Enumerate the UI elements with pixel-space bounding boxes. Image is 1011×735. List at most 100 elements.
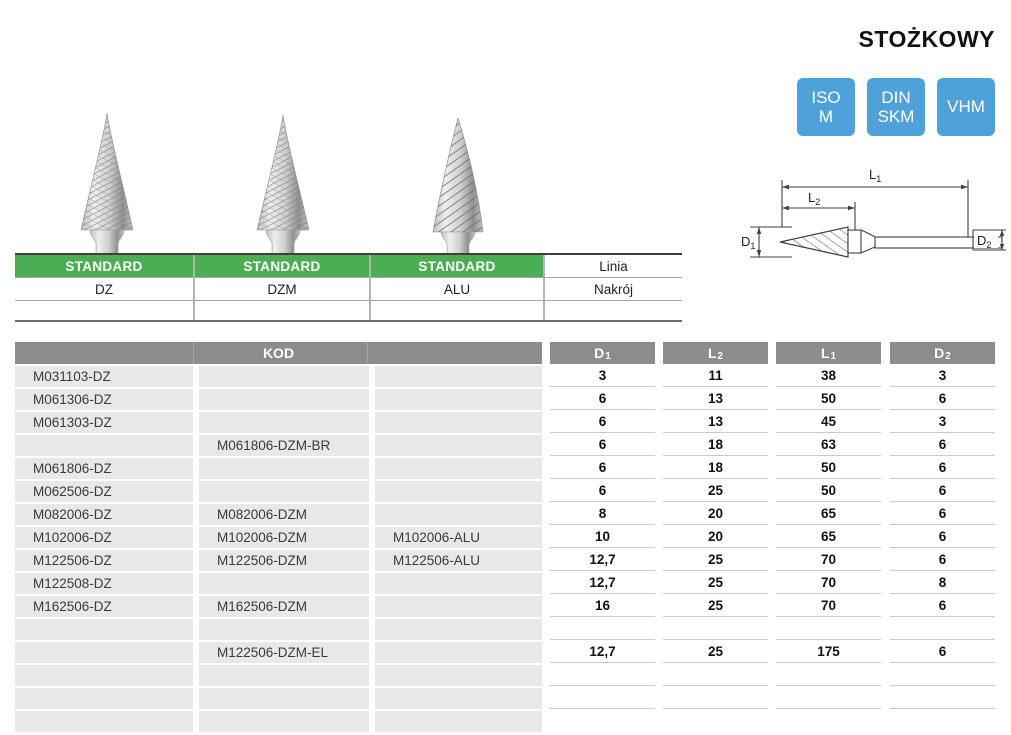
burr-photo-dz bbox=[80, 112, 134, 255]
value-cell bbox=[663, 665, 768, 686]
value-cell: 6 bbox=[890, 504, 995, 525]
value-cell bbox=[663, 619, 768, 640]
standard-header: STANDARD bbox=[371, 255, 545, 277]
value-cell: 16 bbox=[550, 596, 655, 617]
value-cell: 6 bbox=[550, 481, 655, 502]
value-cell bbox=[663, 688, 768, 709]
code-cell bbox=[199, 412, 369, 433]
value-cell: 25 bbox=[663, 573, 768, 594]
code-cell: M082006-DZM bbox=[199, 504, 369, 525]
badge-line: DIN bbox=[881, 87, 911, 107]
code-cell bbox=[375, 458, 542, 479]
badge-line: M bbox=[818, 107, 834, 126]
standard-header: STANDARD bbox=[15, 255, 195, 277]
table-row bbox=[15, 665, 995, 688]
value-cell: 6 bbox=[890, 458, 995, 479]
value-cell: 70 bbox=[776, 596, 881, 617]
table-row: M122506-DZM-EL 12,7 25 175 6 bbox=[15, 642, 995, 665]
table-row: M061306-DZ 6 13 50 6 bbox=[15, 389, 995, 412]
linia-header: Linia bbox=[599, 258, 628, 274]
value-cell: 12,7 bbox=[550, 550, 655, 571]
page-title: STOŻKOWY bbox=[858, 26, 995, 52]
value-cell bbox=[890, 619, 995, 640]
value-cell: 63 bbox=[776, 435, 881, 456]
code-cell bbox=[375, 642, 542, 663]
value-cell: 25 bbox=[663, 481, 768, 502]
code-cell bbox=[375, 366, 542, 387]
variant-label-alu: ALU bbox=[371, 278, 545, 300]
value-cell bbox=[550, 619, 655, 640]
kod-label: KOD bbox=[262, 345, 295, 361]
code-cell bbox=[375, 573, 542, 594]
empty-cell bbox=[545, 301, 682, 320]
value-cell: 6 bbox=[890, 389, 995, 410]
table-row: M061303-DZ 6 13 45 3 bbox=[15, 412, 995, 435]
table-row: M162506-DZ M162506-DZM 16 25 70 6 bbox=[15, 596, 995, 619]
value-cell: 3 bbox=[550, 366, 655, 387]
code-cell bbox=[375, 412, 542, 433]
table-row: M031103-DZ 3 11 38 3 bbox=[15, 366, 995, 389]
code-cell bbox=[199, 389, 369, 410]
code-cell: M122506-ALU bbox=[375, 550, 542, 571]
code-cell bbox=[199, 481, 369, 502]
value-cell: 18 bbox=[663, 435, 768, 456]
value-cell: 50 bbox=[776, 458, 881, 479]
badge-vhm: VHM bbox=[937, 78, 995, 136]
spec-table-rows: M031103-DZ 3 11 38 3 M061306-DZ 6 13 50 6 M061303-… bbox=[15, 366, 995, 734]
code-cell: M122508-DZ bbox=[15, 573, 193, 594]
value-cell: 38 bbox=[776, 366, 881, 387]
code-cell: M031103-DZ bbox=[15, 366, 193, 387]
code-cell: M122506-DZM bbox=[199, 550, 369, 571]
code-cell: M122506-DZM-EL bbox=[199, 642, 369, 663]
dim-label-l1: L1 bbox=[869, 167, 881, 184]
value-cell bbox=[890, 688, 995, 709]
dim-label-d1: D1 bbox=[741, 234, 755, 251]
code-cell bbox=[375, 596, 542, 617]
value-cell: 65 bbox=[776, 504, 881, 525]
table-row: M061806-DZM-BR 6 18 63 6 bbox=[15, 435, 995, 458]
value-cell: 6 bbox=[890, 642, 995, 663]
value-cell: 3 bbox=[890, 366, 995, 387]
variant-table: STANDARD STANDARD STANDARD Linia DZ DZM … bbox=[15, 253, 682, 322]
code-cell: M162506-DZ bbox=[15, 596, 193, 617]
value-cell: 18 bbox=[663, 458, 768, 479]
value-cell: 10 bbox=[550, 527, 655, 548]
empty-cell bbox=[15, 301, 195, 320]
value-cell bbox=[776, 711, 881, 732]
nakroj-label: Nakrój bbox=[593, 281, 633, 297]
variant-label-dz: DZ bbox=[15, 278, 195, 300]
badge-iso-m: ISO M bbox=[797, 78, 855, 136]
code-cell bbox=[199, 619, 369, 640]
value-cell bbox=[776, 688, 881, 709]
dim-label-d2: D2 bbox=[977, 233, 991, 250]
value-cell: 50 bbox=[776, 481, 881, 502]
empty-cell bbox=[371, 301, 545, 320]
code-cell: M061806-DZ bbox=[15, 458, 193, 479]
value-cell bbox=[890, 665, 995, 686]
empty-cell bbox=[195, 301, 371, 320]
value-cell: 175 bbox=[776, 642, 881, 663]
value-cell bbox=[663, 711, 768, 732]
code-cell bbox=[199, 665, 369, 686]
value-cell: 65 bbox=[776, 527, 881, 548]
code-cell bbox=[15, 642, 193, 663]
value-cell: 25 bbox=[663, 642, 768, 663]
table-row: M102006-DZ M102006-DZM M102006-ALU 10 20 65 6 bbox=[15, 527, 995, 550]
code-cell bbox=[199, 573, 369, 594]
code-cell bbox=[375, 504, 542, 525]
value-cell: 6 bbox=[550, 389, 655, 410]
column-separator bbox=[367, 342, 368, 364]
table-row bbox=[15, 711, 995, 734]
value-cell bbox=[776, 665, 881, 686]
code-cell bbox=[15, 711, 193, 732]
value-cell: 13 bbox=[663, 389, 768, 410]
value-cell: 50 bbox=[776, 389, 881, 410]
value-cell: 6 bbox=[890, 481, 995, 502]
value-cell: 3 bbox=[890, 412, 995, 433]
value-cell bbox=[890, 711, 995, 732]
value-cell: 11 bbox=[663, 366, 768, 387]
